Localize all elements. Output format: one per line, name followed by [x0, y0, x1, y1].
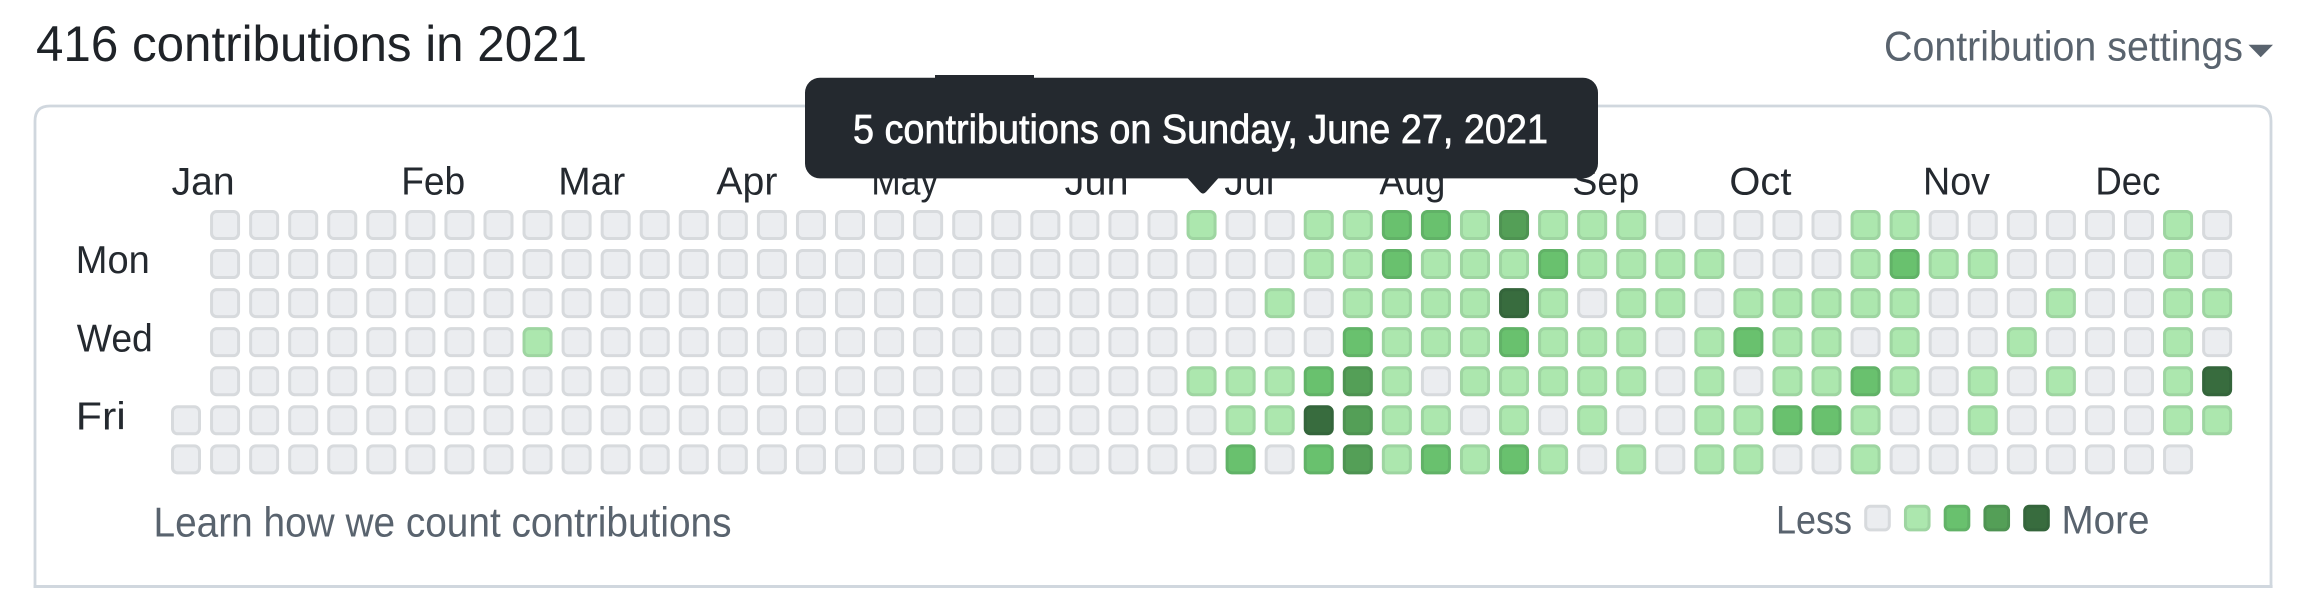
svg-text:Dec: Dec: [2095, 161, 2160, 204]
svg-text:Oct: Oct: [1729, 161, 1791, 204]
svg-text:Nov: Nov: [1923, 161, 1990, 204]
svg-text:Mon: Mon: [76, 239, 150, 282]
svg-text:416 contributions in 2021: 416 contributions in 2021: [36, 16, 587, 72]
svg-text:More: More: [2062, 499, 2150, 543]
svg-text:5 contributions on Sunday, Jun: 5 contributions on Sunday, June 27, 2021: [853, 106, 1548, 152]
svg-text:Contribution settings: Contribution settings: [1884, 23, 2243, 70]
svg-text:Learn how we count contributio: Learn how we count contributions: [154, 498, 732, 545]
svg-text:Feb: Feb: [401, 161, 465, 204]
svg-text:Jan: Jan: [172, 161, 235, 204]
svg-text:Less: Less: [1776, 499, 1852, 543]
svg-text:Mar: Mar: [558, 161, 625, 204]
svg-text:Apr: Apr: [716, 161, 777, 204]
svg-text:Wed: Wed: [77, 317, 153, 360]
svg-text:Fri: Fri: [76, 395, 126, 438]
